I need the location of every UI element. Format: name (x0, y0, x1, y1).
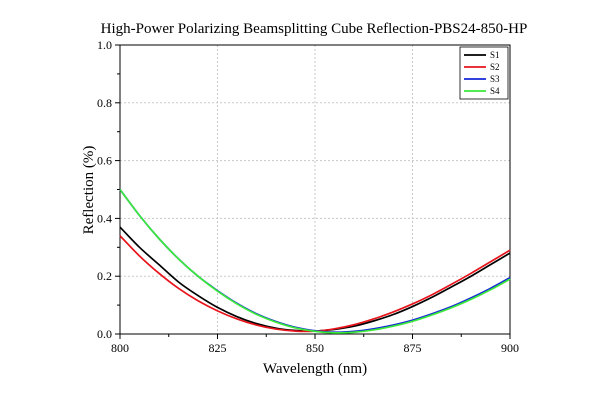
legend: S1 S2 S3 S4 (459, 46, 509, 100)
x-tick-label: 825 (209, 341, 227, 355)
series-lines (119, 188, 511, 334)
legend-label-s4: S4 (490, 86, 500, 96)
y-tick-label: 1.0 (97, 38, 112, 52)
y-axis-label: Reflection (%) (81, 146, 97, 235)
axis-ticks: 800 825 850 875 900 0.0 0.2 0.4 0.6 0.8 1.0 (97, 38, 519, 355)
legend-label-s1: S1 (490, 50, 500, 60)
x-tick-label: 850 (306, 341, 324, 355)
y-tick-label: 0.4 (97, 211, 112, 225)
y-tick-label: 0.2 (97, 269, 112, 283)
y-tick-label: 0.0 (97, 327, 112, 341)
x-axis-label: Wavelength (nm) (263, 361, 367, 377)
x-tick-label: 875 (404, 341, 422, 355)
series-line-s4 (119, 188, 511, 334)
legend-label-s3: S3 (490, 74, 500, 84)
grid (120, 45, 510, 334)
x-tick-label: 900 (501, 341, 519, 355)
chart-title: High-Power Polarizing Beamsplitting Cube… (101, 21, 528, 37)
legend-label-s2: S2 (490, 62, 500, 72)
y-tick-label: 0.6 (97, 154, 112, 168)
y-tick-label: 0.8 (97, 96, 112, 110)
x-tick-label: 800 (111, 341, 129, 355)
